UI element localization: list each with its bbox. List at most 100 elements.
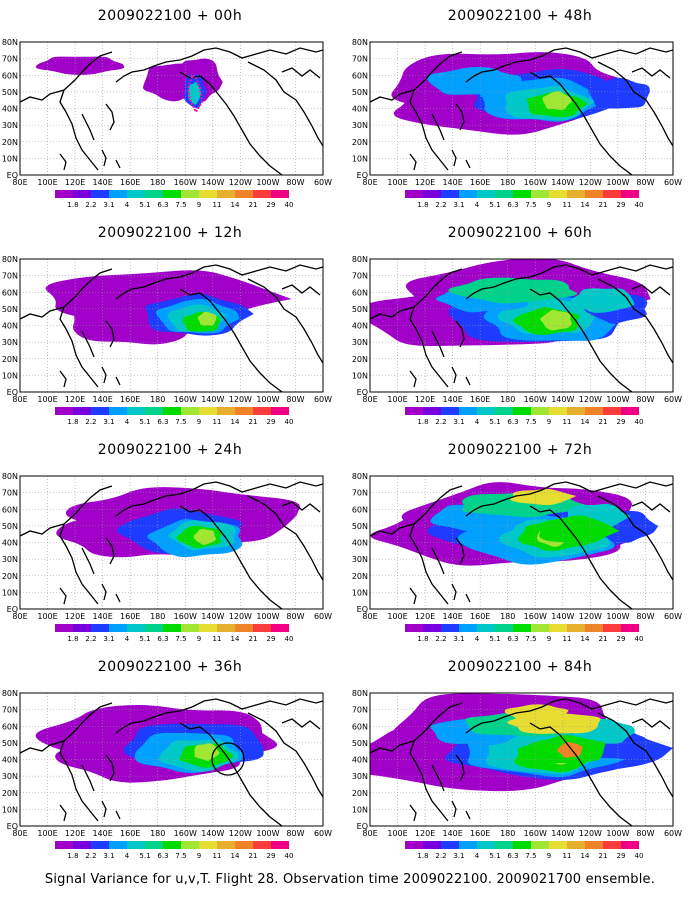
colorbar-swatch <box>163 407 181 415</box>
colorbar-swatch <box>495 841 513 849</box>
map-panel: 2009022100 + 72h 80N 70N 60N 50N 40N 30N 20N 10N… <box>350 442 690 662</box>
latitude-label: 60N <box>2 71 18 80</box>
coastline <box>631 501 671 513</box>
colorbar-label: 1.8 <box>67 635 78 643</box>
colorbar-label: 2.2 <box>435 201 446 209</box>
longitude-label: 140W <box>201 178 224 187</box>
latitude-label: 60N <box>352 505 368 514</box>
coastline <box>370 51 463 103</box>
colorbar-swatch <box>531 190 549 198</box>
latitude-label: 30N <box>352 121 368 130</box>
colorbar-label: 5.1 <box>489 635 500 643</box>
latitude-label: 10N <box>2 588 18 597</box>
map-panel: 2009022100 + 60h 80N 70N 60N 50N 40N 30N 20N 10N… <box>350 225 690 445</box>
colorbar-label: 29 <box>617 852 626 860</box>
latitude-label: 40N <box>352 105 368 114</box>
colorbar-label: 29 <box>267 635 276 643</box>
colorbar-label: 40 <box>635 201 644 209</box>
coastline <box>105 320 115 348</box>
latitude-label: 50N <box>2 305 18 314</box>
colorbar-label: 6.3 <box>157 418 168 426</box>
panel-title: 2009022100 + 72h <box>447 442 593 458</box>
map-frame <box>369 258 674 393</box>
map-frame <box>369 692 674 827</box>
colorbar-label: 21 <box>249 418 258 426</box>
longitude-label: 80W <box>286 829 304 838</box>
map-frame <box>19 475 324 610</box>
colorbar-swatch <box>513 841 531 849</box>
colorbar-label: 40 <box>285 852 294 860</box>
colorbar-swatch <box>217 841 235 849</box>
longitude-label: 80E <box>362 395 377 404</box>
coastline <box>409 370 417 388</box>
longitude-label: 100E <box>387 395 407 404</box>
colorbar-swatch <box>271 841 289 849</box>
coastline <box>281 284 321 296</box>
colorbar-label: 6.3 <box>157 635 168 643</box>
coastline <box>59 804 67 822</box>
colorbar-label: 4 <box>125 418 130 426</box>
latitude-label: EQ <box>7 605 18 614</box>
colorbar-swatch <box>513 407 531 415</box>
colorbar: 1.8 2.2 3.1 4 5.1 6.3 7.5 9 11 14 21 29 40 <box>55 190 293 209</box>
coastline <box>409 89 449 171</box>
colorbar-swatch <box>55 624 73 632</box>
colorbar-swatch <box>495 407 513 415</box>
variance-contour <box>188 82 202 105</box>
longitude-label: 160W <box>174 395 197 404</box>
colorbar-label: 2.2 <box>435 852 446 860</box>
colorbar-swatch <box>199 190 217 198</box>
latitude-label: 30N <box>2 772 18 781</box>
coastline <box>409 587 417 605</box>
variance-contour <box>197 311 217 326</box>
colorbar-swatch <box>585 407 603 415</box>
longitude-label: 60W <box>664 829 682 838</box>
colorbar-swatch <box>271 624 289 632</box>
latitude-label: 30N <box>2 338 18 347</box>
latitude-label: 60N <box>352 288 368 297</box>
coastline <box>281 718 321 730</box>
colorbar-swatch <box>253 407 271 415</box>
longitude-label: 120W <box>579 395 602 404</box>
coastline <box>179 71 283 175</box>
colorbar-swatch <box>585 624 603 632</box>
colorbar-swatch <box>441 841 459 849</box>
colorbar-label: 21 <box>599 201 608 209</box>
longitude-label: 100W <box>606 178 629 187</box>
coastline <box>81 113 95 141</box>
longitude-label: 80W <box>636 612 654 621</box>
colorbar-swatch <box>603 841 621 849</box>
colorbar-swatch <box>235 190 253 198</box>
colorbar-label: 7.5 <box>175 418 186 426</box>
coastline <box>565 481 673 493</box>
colorbar-swatch <box>145 190 163 198</box>
colorbar-label: 6.3 <box>507 418 518 426</box>
map-panel: 2009022100 + 84h 80N 70N 60N 50N 40N 30N 20N 10N… <box>350 659 690 879</box>
coastline <box>20 485 113 537</box>
colorbar-label: 6.3 <box>507 201 518 209</box>
longitude-label: 160W <box>524 178 547 187</box>
coastline <box>215 47 323 59</box>
colorbar-label: 40 <box>635 852 644 860</box>
colorbar-swatch <box>91 624 109 632</box>
latitude-label: 70N <box>2 272 18 281</box>
coastline <box>529 505 633 609</box>
colorbar-swatch <box>585 841 603 849</box>
colorbar-label: 1.8 <box>417 635 428 643</box>
longitude-label: 100W <box>606 612 629 621</box>
coastline <box>281 67 321 79</box>
colorbar-swatch <box>217 407 235 415</box>
latitude-label: 70N <box>2 55 18 64</box>
variance-contour <box>542 91 572 110</box>
map-panel: 2009022100 + 24h 80N 70N 60N 50N 40N 30N 20N 10N… <box>0 442 340 662</box>
colorbar: 1.8 2.2 3.1 4 5.1 6.3 7.5 9 11 14 21 29 40 <box>405 841 643 860</box>
latitude-label: 30N <box>352 555 368 564</box>
longitude-label: 100E <box>387 612 407 621</box>
colorbar-label: 9 <box>547 201 551 209</box>
longitude-label: 160W <box>174 829 197 838</box>
colorbar-label: 1.8 <box>67 852 78 860</box>
longitude-label: 160W <box>174 178 197 187</box>
latitude-label: 50N <box>352 739 368 748</box>
